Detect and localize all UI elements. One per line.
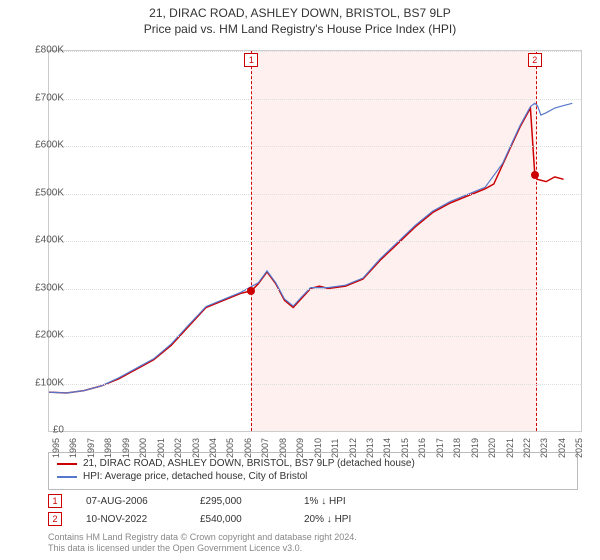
sales-row-delta: 20% ↓ HPI (304, 514, 351, 525)
sale-marker-2: 2 (528, 53, 542, 67)
sales-row-price: £295,000 (200, 496, 280, 507)
xtick-label: 2009 (295, 438, 305, 458)
gridline (49, 99, 581, 100)
ytick-label: £500K (35, 187, 64, 198)
xtick-label: 2016 (417, 438, 427, 458)
gridline (49, 51, 581, 52)
xtick-label: 1998 (103, 438, 113, 458)
xtick-label: 2022 (522, 438, 532, 458)
xtick-label: 2015 (400, 438, 410, 458)
chart-plot-area: 12 (48, 50, 582, 432)
legend-swatch (57, 476, 77, 478)
xtick-label: 2025 (574, 438, 584, 458)
footer-line1: Contains HM Land Registry data © Crown c… (48, 532, 357, 543)
xtick-label: 2008 (278, 438, 288, 458)
title-subtitle: Price paid vs. HM Land Registry's House … (0, 22, 600, 36)
xtick-label: 2001 (156, 438, 166, 458)
footer-attribution: Contains HM Land Registry data © Crown c… (48, 532, 357, 554)
xtick-label: 2006 (243, 438, 253, 458)
ytick-label: £700K (35, 92, 64, 103)
sales-row-num: 1 (48, 494, 62, 508)
ytick-label: £400K (35, 235, 64, 246)
sale-dot-1 (247, 287, 255, 295)
chart-container: 21, DIRAC ROAD, ASHLEY DOWN, BRISTOL, BS… (0, 0, 600, 560)
legend-label: HPI: Average price, detached house, City… (83, 471, 307, 482)
sales-table: 1 07-AUG-2006 £295,000 1% ↓ HPI 2 10-NOV-2022… (48, 494, 351, 530)
sale-dot-2 (531, 171, 539, 179)
xtick-label: 2004 (208, 438, 218, 458)
xtick-label: 1997 (86, 438, 96, 458)
gridline (49, 289, 581, 290)
ytick-label: £800K (35, 45, 64, 56)
ytick-label: £300K (35, 282, 64, 293)
xtick-label: 2007 (260, 438, 270, 458)
legend-swatch (57, 463, 77, 465)
sales-row-date: 07-AUG-2006 (86, 496, 176, 507)
xtick-label: 2013 (365, 438, 375, 458)
gridline (49, 194, 581, 195)
xtick-label: 2011 (330, 439, 340, 458)
xtick-label: 2019 (470, 438, 480, 458)
footer-line2: This data is licensed under the Open Gov… (48, 543, 357, 554)
sales-row-date: 10-NOV-2022 (86, 514, 176, 525)
xtick-label: 2014 (382, 438, 392, 458)
ytick-label: £0 (53, 425, 64, 436)
sale-marker-1: 1 (244, 53, 258, 67)
xtick-label: 2002 (173, 438, 183, 458)
xtick-label: 2020 (487, 438, 497, 458)
xtick-label: 1996 (68, 438, 78, 458)
xtick-label: 2023 (539, 438, 549, 458)
xtick-label: 2012 (348, 438, 358, 458)
series-price_paid (49, 108, 564, 393)
legend-row: 21, DIRAC ROAD, ASHLEY DOWN, BRISTOL, BS… (57, 458, 569, 469)
xtick-label: 2024 (557, 438, 567, 458)
ytick-label: £200K (35, 330, 64, 341)
title-block: 21, DIRAC ROAD, ASHLEY DOWN, BRISTOL, BS… (0, 0, 600, 36)
sales-row-price: £540,000 (200, 514, 280, 525)
gridline (49, 336, 581, 337)
xtick-label: 1995 (51, 438, 61, 458)
xtick-label: 2000 (138, 438, 148, 458)
xtick-label: 2017 (435, 438, 445, 458)
gridline (49, 241, 581, 242)
xtick-label: 2003 (191, 438, 201, 458)
xtick-label: 2021 (505, 438, 515, 458)
ytick-label: £100K (35, 377, 64, 388)
xtick-label: 2005 (225, 438, 235, 458)
title-address: 21, DIRAC ROAD, ASHLEY DOWN, BRISTOL, BS… (0, 6, 600, 20)
sales-table-row: 1 07-AUG-2006 £295,000 1% ↓ HPI (48, 494, 351, 508)
legend-label: 21, DIRAC ROAD, ASHLEY DOWN, BRISTOL, BS… (83, 458, 415, 469)
ytick-label: £600K (35, 140, 64, 151)
sales-table-row: 2 10-NOV-2022 £540,000 20% ↓ HPI (48, 512, 351, 526)
xtick-label: 2010 (313, 438, 323, 458)
sales-row-delta: 1% ↓ HPI (304, 496, 346, 507)
gridline (49, 384, 581, 385)
legend-row: HPI: Average price, detached house, City… (57, 471, 569, 482)
sales-row-num: 2 (48, 512, 62, 526)
xtick-label: 2018 (452, 438, 462, 458)
gridline (49, 146, 581, 147)
xtick-label: 1999 (121, 438, 131, 458)
